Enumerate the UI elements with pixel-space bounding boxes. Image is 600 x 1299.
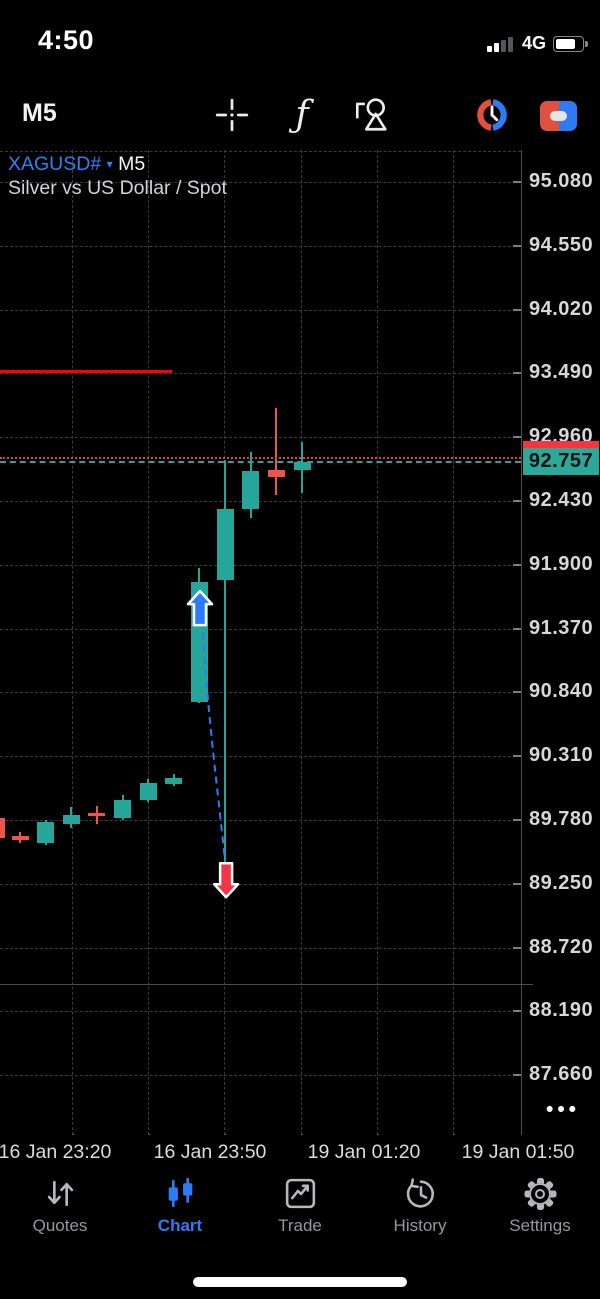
tab-label: History — [393, 1216, 447, 1235]
time-axis-label: 16 Jan 23:20 — [0, 1141, 112, 1163]
stop-level-line — [0, 370, 172, 374]
price-axis-label: 93.490 — [529, 361, 594, 384]
symbol-description: Silver vs US Dollar / Spot — [8, 177, 227, 199]
tab-trade[interactable]: Trade — [240, 1170, 360, 1258]
bottom-tab-bar: Quotes Chart Trade — [0, 1170, 600, 1258]
status-time: 4:50 — [38, 25, 95, 55]
candle-body — [37, 822, 55, 843]
chart-candles-icon — [162, 1170, 199, 1212]
current-price-tag: 92.757 — [523, 448, 599, 475]
quotes-arrows-icon — [42, 1170, 79, 1212]
candle-body — [267, 469, 285, 477]
candle-body — [139, 782, 157, 800]
tab-settings[interactable]: Settings — [480, 1170, 600, 1258]
tab-label: Trade — [278, 1216, 322, 1235]
symbol-header[interactable]: XAGUSD# ▾ M5 — [8, 153, 145, 176]
candle-body — [0, 817, 6, 839]
battery-icon — [553, 35, 588, 52]
tab-label: Settings — [509, 1216, 571, 1235]
candle-body — [190, 581, 208, 703]
timeframe-button[interactable]: M5 — [22, 99, 57, 127]
tab-label: Quotes — [32, 1216, 88, 1235]
price-axis-label: 88.720 — [529, 935, 594, 958]
history-clock-icon — [402, 1170, 439, 1212]
ask-price-line — [0, 457, 521, 460]
time-axis-label: 16 Jan 23:50 — [153, 1141, 267, 1163]
candle-wick — [275, 408, 278, 495]
price-axis-label: 91.900 — [529, 552, 594, 575]
sell-arrow-marker — [212, 861, 240, 899]
price-axis-label: 88.190 — [529, 999, 594, 1022]
candle-body — [62, 815, 80, 824]
candle-body — [216, 509, 234, 581]
chevron-down-icon: ▾ — [106, 157, 113, 171]
tab-history[interactable]: History — [360, 1170, 480, 1258]
candle-body — [293, 461, 311, 470]
candle-body — [11, 835, 29, 841]
axis-more-ellipsis: ••• — [545, 1098, 581, 1121]
price-axis-label: 95.080 — [529, 170, 594, 192]
candle-body — [165, 777, 183, 784]
price-axis-label: 92.430 — [529, 489, 594, 511]
tab-chart[interactable]: Chart — [120, 1170, 240, 1258]
tab-label: Chart — [157, 1216, 203, 1235]
price-axis-label: 94.020 — [529, 297, 594, 320]
price-axis-line — [521, 150, 522, 1135]
time-axis-line — [0, 984, 533, 985]
candle-body — [88, 812, 106, 817]
trade-markers-layer — [186, 589, 240, 899]
one-click-trading-icon[interactable] — [540, 101, 577, 131]
price-axis-label: 89.250 — [529, 871, 594, 894]
network-type-label: 4G — [521, 33, 546, 53]
ask-price-tag — [523, 441, 599, 450]
tab-quotes[interactable]: Quotes — [0, 1170, 120, 1258]
trade-chart-icon — [282, 1170, 319, 1212]
cellular-signal-icon — [486, 36, 513, 52]
price-axis-label: 91.370 — [529, 616, 594, 639]
price-axis-label: 94.550 — [529, 233, 594, 256]
candle-body — [242, 470, 260, 510]
settings-gear-icon — [522, 1170, 558, 1212]
chart-canvas[interactable]: XAGUSD# ▾ M5 Silver vs US Dollar / Spot … — [0, 150, 600, 1135]
candle-body — [114, 799, 132, 818]
time-axis-label: 19 Jan 01:50 — [461, 1141, 575, 1163]
indicators-function-icon[interactable]: ƒ — [295, 94, 309, 135]
crosshair-icon[interactable] — [213, 96, 251, 134]
symbol-timeframe: M5 — [118, 153, 146, 175]
time-axis-label: 19 Jan 01:20 — [307, 1141, 421, 1163]
objects-icon[interactable] — [352, 96, 390, 134]
symbol-name: XAGUSD# — [8, 153, 102, 175]
price-axis-label: 90.310 — [529, 744, 594, 767]
price-axis-label: 90.840 — [529, 680, 594, 703]
price-axis-label: 89.780 — [529, 808, 594, 830]
price-axis-label: 87.660 — [529, 1063, 594, 1086]
bid-price-line — [0, 460, 521, 463]
trading-sessions-icon[interactable] — [473, 96, 511, 134]
home-indicator[interactable] — [193, 1277, 407, 1287]
